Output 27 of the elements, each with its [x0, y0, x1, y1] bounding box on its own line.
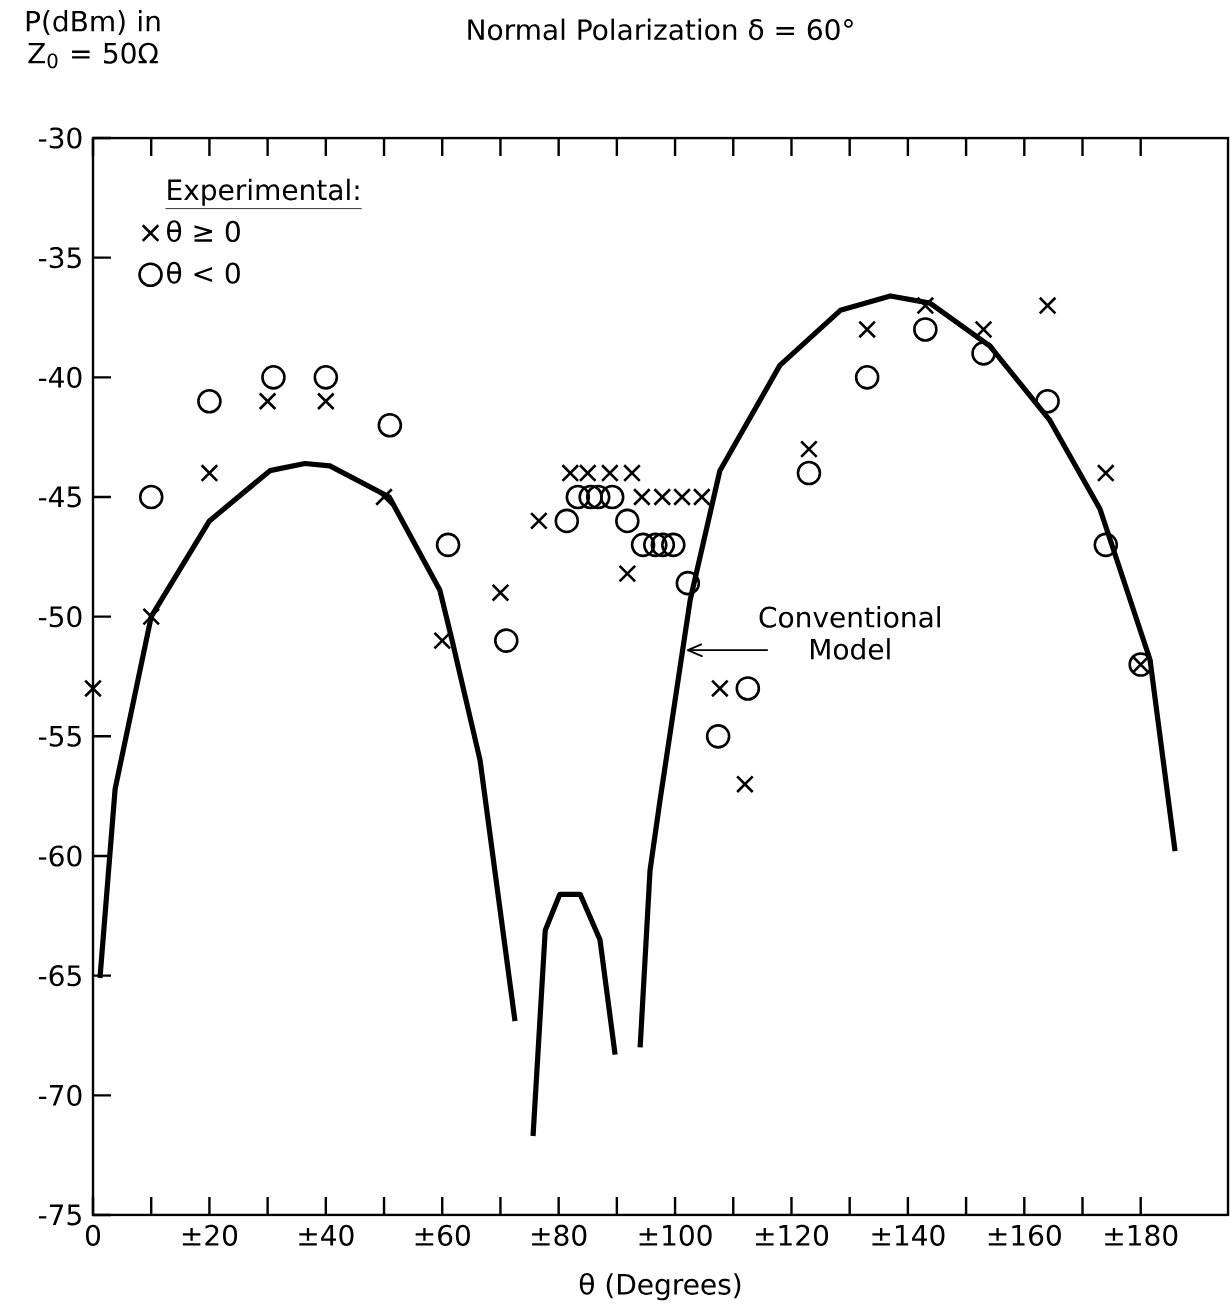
x-axis-title: θ (Degrees) — [579, 1272, 741, 1301]
y-tick-label: -60 — [38, 845, 82, 867]
legend-label: θ < 0 — [167, 261, 240, 284]
x-tick-label: ±40 — [299, 1224, 354, 1246]
y-tick-label: -70 — [38, 1084, 82, 1106]
x-tick-label: ±180 — [1105, 1224, 1178, 1246]
y-tick-label: -65 — [38, 965, 81, 987]
x-tick-label: ±100 — [639, 1224, 712, 1246]
y-tick-label: -50 — [38, 606, 82, 628]
x-tick-label: ±120 — [756, 1224, 829, 1246]
y-tick-label: -30 — [38, 127, 82, 149]
x-tick-label: ±20 — [182, 1224, 238, 1246]
y-tick-label: -45 — [38, 486, 81, 508]
y-tick-label: -40 — [38, 366, 82, 388]
chart-title: Normal Polarization δ = 60° — [468, 18, 853, 41]
annotation: Conventional Model — [759, 606, 940, 660]
legend-title: Experimental: — [168, 178, 359, 206]
y-tick-label: -35 — [38, 247, 81, 269]
y-tick-label: -75 — [38, 1204, 81, 1226]
x-tick-label: ±80 — [532, 1224, 587, 1246]
y-axis-title: P(dBm) in Z$_{0}$ = 50Ω — [26, 10, 160, 69]
x-tick-label: ±160 — [988, 1224, 1061, 1246]
legend-label: θ ≥ 0 — [167, 220, 240, 243]
x-tick-label: 0 — [85, 1224, 101, 1246]
x-tick-label: ±60 — [415, 1224, 470, 1246]
x-tick-label: ±140 — [872, 1224, 945, 1246]
y-tick-label: -55 — [38, 725, 81, 747]
